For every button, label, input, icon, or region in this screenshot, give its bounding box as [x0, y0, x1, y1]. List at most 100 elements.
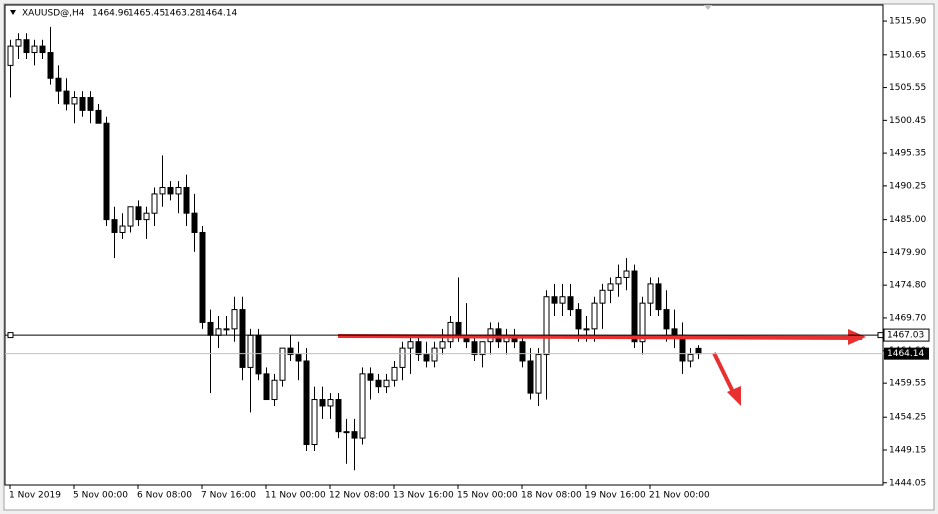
level-label: 1467.03 [887, 331, 924, 341]
candle-body [271, 379, 278, 401]
candle-body [199, 231, 206, 323]
y-tick-label: 1510.65 [889, 50, 926, 60]
candle-body [135, 206, 142, 221]
candle-body [87, 97, 94, 111]
candle-body [191, 212, 198, 233]
candle-body [31, 45, 38, 54]
x-tick-label: 11 Nov 00:00 [265, 491, 326, 501]
candle-body [23, 39, 30, 54]
candle-body [319, 399, 326, 407]
y-tick-label: 1459.55 [889, 379, 926, 389]
candle-body [423, 354, 430, 362]
candle-body [303, 360, 310, 446]
y-tick-label: 1474.80 [889, 281, 926, 291]
candle-body [479, 341, 486, 356]
x-tick-label: 18 Nov 08:00 [521, 491, 582, 501]
x-tick-label: 15 Nov 00:00 [457, 491, 518, 501]
candle-body [407, 341, 414, 349]
candle-body [119, 225, 126, 233]
candle-body [231, 309, 238, 330]
y-tick-label: 1454.25 [889, 413, 926, 423]
candle-body [183, 186, 190, 214]
bid-label: 1464.14 [887, 349, 924, 359]
level-label-bg [883, 328, 930, 342]
candle-body [639, 302, 646, 343]
y-tick-label: 1505.55 [889, 83, 926, 93]
arrow-head [727, 386, 741, 406]
candle-body [415, 341, 422, 356]
arrow-head [848, 329, 866, 345]
candle-body [335, 399, 342, 433]
candle-body [607, 283, 614, 291]
candle-body [631, 270, 638, 343]
candle-body [239, 309, 246, 368]
candle-body [655, 283, 662, 311]
candle-body [255, 334, 262, 375]
x-tick-label: 12 Nov 08:00 [329, 491, 390, 501]
candle-body [527, 360, 534, 394]
y-tick-label: 1495.35 [889, 149, 926, 159]
candle-body [567, 296, 574, 311]
candle-body [359, 373, 366, 439]
x-tick-label: 5 Nov 00:00 [73, 491, 128, 501]
candle-body [343, 431, 350, 434]
candle-body [383, 379, 390, 388]
candle-body [439, 341, 446, 349]
candle-body [159, 186, 166, 195]
candle-body [615, 276, 622, 285]
candle-body [327, 399, 334, 407]
header-value: 1465.45 [128, 9, 165, 19]
candle-body [447, 321, 454, 343]
shift-marker [704, 5, 712, 10]
candle-body [519, 341, 526, 362]
candle-body [95, 109, 102, 124]
candle-body [151, 193, 158, 214]
y-tick-label: 1469.70 [889, 313, 926, 323]
candle-body [599, 289, 606, 304]
level-handle [7, 332, 14, 339]
candle-body [63, 90, 70, 105]
candle-body [591, 302, 598, 330]
x-tick-label: 13 Nov 16:00 [393, 491, 454, 501]
x-tick-label: 21 Nov 00:00 [649, 491, 710, 501]
candle-body [471, 341, 478, 356]
bid-label-bg [884, 347, 929, 360]
candle-body [663, 309, 670, 330]
header-value: 1463.28 [164, 9, 201, 19]
candle-body [367, 373, 374, 381]
candle-body [687, 354, 694, 362]
candle-body [351, 431, 358, 439]
y-tick-label: 1500.45 [889, 116, 926, 126]
candle-body [39, 45, 46, 54]
candle-body [375, 379, 382, 388]
candle-body [295, 354, 302, 362]
y-tick-label: 1515.90 [889, 17, 926, 27]
y-tick-label: 1444.05 [889, 478, 926, 488]
arrow-right [337, 334, 863, 340]
candle-body [111, 219, 118, 233]
candle-body [647, 283, 654, 304]
candle-body [391, 366, 398, 381]
candle-body [695, 347, 702, 355]
header-value: 1464.96 [92, 9, 129, 19]
plot-area [4, 4, 884, 486]
candle-body [551, 296, 558, 304]
candle-body [207, 321, 214, 336]
candle-body [79, 97, 86, 111]
candle-body [215, 328, 222, 336]
candle-body [455, 321, 462, 336]
candle-body [279, 347, 286, 381]
candle-body [623, 270, 630, 278]
y-tick-label: 1479.90 [889, 248, 926, 258]
level-handle [877, 332, 884, 339]
arrow-down [712, 352, 737, 397]
y-tick-label: 1485.00 [889, 215, 926, 225]
candle-body [143, 212, 150, 221]
candle-body [223, 328, 230, 331]
candle-body [103, 122, 110, 221]
candle-body [671, 328, 678, 336]
x-tick-label: 6 Nov 08:00 [137, 491, 192, 501]
header-value: 1464.14 [200, 9, 237, 19]
